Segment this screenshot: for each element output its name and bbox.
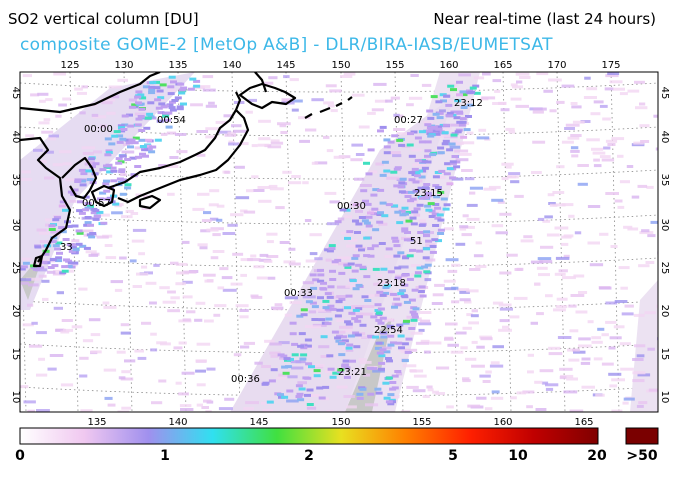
lon-tick-bottom: 140	[168, 417, 187, 428]
colorbar	[19, 427, 599, 445]
lon-tick-top: 125	[60, 60, 79, 71]
orbit-time-label: 23:18	[377, 278, 406, 289]
lon-tick-top: 135	[168, 60, 187, 71]
lat-tick-right: 30	[659, 219, 670, 232]
lat-tick-right: 45	[659, 87, 670, 100]
orbit-swath-mid	[230, 95, 455, 412]
orbit-time-label: 00:27	[394, 115, 423, 126]
orbit-time-label: 00:30	[337, 201, 366, 212]
lat-tick-left: 25	[10, 262, 21, 275]
lat-tick-left: 40	[10, 131, 21, 144]
time-range-label: Near real-time (last 24 hours)	[433, 10, 656, 28]
coastline-hokkaido	[238, 82, 297, 110]
lat-tick-right: 35	[659, 174, 670, 187]
lon-tick-top: 150	[331, 60, 350, 71]
colorbar-tick-5: 5	[448, 448, 458, 464]
lon-tick-bottom: 150	[331, 417, 350, 428]
colorbar-tick-0: 0	[15, 448, 25, 464]
lon-tick-bottom: 160	[493, 417, 512, 428]
lon-tick-top: 175	[601, 60, 620, 71]
colorbar-overflow-swatch	[625, 427, 659, 445]
lat-tick-left: 15	[10, 348, 21, 361]
lon-tick-bottom: 145	[249, 417, 268, 428]
coastline-kyushu	[90, 184, 116, 208]
lon-tick-bottom: 135	[87, 417, 106, 428]
map-subtitle: composite GOME-2 [MetOp A&B] - DLR/BIRA-…	[20, 35, 553, 55]
colorbar-tick-10: 10	[508, 448, 528, 464]
lat-tick-left: 35	[10, 174, 21, 187]
lon-tick-bottom: 155	[412, 417, 431, 428]
orbit-time-label: 23:12	[454, 98, 483, 109]
colorbar-tick-20: 20	[587, 448, 607, 464]
lat-tick-left: 30	[10, 219, 21, 232]
lat-tick-right: 15	[659, 348, 670, 361]
orbit-time-label: 51	[410, 236, 423, 247]
coastline-china	[20, 136, 72, 263]
coastline-north	[20, 72, 161, 114]
lon-tick-top: 155	[385, 60, 404, 71]
lon-tick-bottom: 165	[574, 417, 593, 428]
lon-tick-top: 130	[114, 60, 133, 71]
orbit-gap-east	[345, 318, 392, 412]
coastline-taiwan	[32, 254, 44, 268]
lon-tick-top: 165	[493, 60, 512, 71]
colorbar-overflow-label: >50	[626, 448, 658, 464]
lat-tick-right: 10	[659, 391, 670, 404]
lat-tick-right: 20	[659, 305, 670, 318]
orbit-swath-west	[20, 72, 195, 310]
lon-tick-top: 160	[439, 60, 458, 71]
coastline-shikoku	[138, 194, 162, 210]
orbit-time-label: 22:54	[374, 325, 403, 336]
lon-tick-top: 145	[276, 60, 295, 71]
lon-tick-top: 170	[547, 60, 566, 71]
lat-tick-left: 20	[10, 305, 21, 318]
map-frame	[19, 71, 659, 413]
coastline-honshu	[107, 91, 250, 204]
coastline-korea	[61, 156, 98, 200]
orbit-time-label: 33	[60, 242, 73, 253]
orbit-time-label: 23:15	[414, 188, 443, 199]
lon-tick-top: 140	[222, 60, 241, 71]
orbit-time-label: 00:36	[231, 374, 260, 385]
map-title: SO2 vertical column [DU]	[8, 10, 199, 28]
coastline-sakhalin	[254, 72, 268, 93]
coastline-kurils	[304, 96, 353, 119]
orbit-time-label: 00:54	[157, 115, 186, 126]
colorbar-tick-2: 2	[304, 448, 314, 464]
lat-tick-right: 25	[659, 262, 670, 275]
orbit-time-label: 23:21	[338, 367, 367, 378]
orbit-time-label: 00:33	[284, 288, 313, 299]
orbit-time-label: 00:57	[82, 198, 111, 209]
lat-tick-left: 45	[10, 87, 21, 100]
orbit-time-label: 00:00	[84, 124, 113, 135]
colorbar-tick-1: 1	[160, 448, 170, 464]
lat-tick-right: 40	[659, 131, 670, 144]
lat-tick-left: 10	[10, 391, 21, 404]
